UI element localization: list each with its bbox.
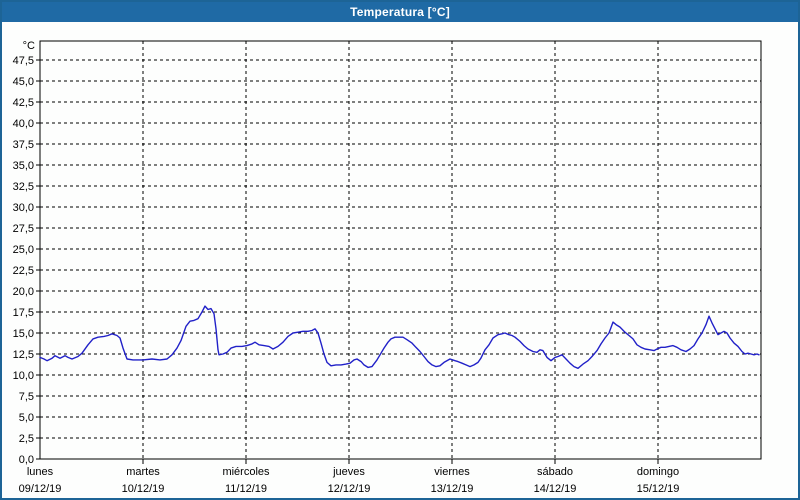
y-tick-label: 0,0 xyxy=(19,454,34,466)
x-date-label: 13/12/19 xyxy=(431,483,474,495)
x-day-label: domingo xyxy=(637,466,679,478)
y-tick-label: 20,0 xyxy=(13,286,34,298)
chart-area: 0,0 2,5 5,0 7,5 10,0 12,5 15,0 17,5 20,0 22,5 25,0… xyxy=(2,22,798,498)
x-date-label: 11/12/19 xyxy=(225,483,267,495)
y-tick-label: 2,5 xyxy=(19,433,34,445)
y-tick-label: 47,5 xyxy=(13,55,34,67)
x-date-label: 09/12/19 xyxy=(19,483,62,495)
y-tick-label: 22,5 xyxy=(13,265,34,277)
temperature-line xyxy=(39,305,760,369)
temperature-plot[interactable]: 0,0 2,5 5,0 7,5 10,0 12,5 15,0 17,5 20,0 22,5 25,0… xyxy=(2,22,798,498)
x-date-label: 12/12/19 xyxy=(328,483,371,495)
y-tick-label: 25,0 xyxy=(13,244,34,256)
x-day-label: viernes xyxy=(434,466,470,478)
y-tick-label: 35,0 xyxy=(13,160,34,172)
x-date-label: 14/12/19 xyxy=(534,483,577,495)
title-bar: Temperatura [°C] xyxy=(2,2,798,22)
y-axis-unit-label: °C xyxy=(23,40,35,52)
y-tick-label: 42,5 xyxy=(13,97,34,109)
y-tick-label: 5,0 xyxy=(19,412,34,424)
y-tick-label: 30,0 xyxy=(13,202,34,214)
y-tick-label: 27,5 xyxy=(13,223,34,235)
x-day-label: sábado xyxy=(537,466,573,478)
x-day-label: lunes xyxy=(27,466,54,478)
y-tick-label: 45,0 xyxy=(13,76,34,88)
x-day-label: martes xyxy=(126,466,160,478)
y-tick-label: 15,0 xyxy=(13,328,34,340)
plot-background xyxy=(40,41,761,459)
y-tick-label: 10,0 xyxy=(13,370,34,382)
y-tick-label: 37,5 xyxy=(13,139,34,151)
x-day-label: jueves xyxy=(332,466,365,478)
plot-frame xyxy=(39,40,762,460)
window-title: Temperatura [°C] xyxy=(350,5,450,19)
x-day-label: miércoles xyxy=(222,466,270,478)
y-tick-label: 12,5 xyxy=(13,349,34,361)
y-tick-label: 32,5 xyxy=(13,181,34,193)
x-date-label: 10/12/19 xyxy=(122,483,165,495)
y-tick-label: 40,0 xyxy=(13,118,34,130)
y-tick-label: 17,5 xyxy=(13,307,34,319)
x-date-label: 15/12/19 xyxy=(637,483,680,495)
y-tick-label: 7,5 xyxy=(19,391,34,403)
